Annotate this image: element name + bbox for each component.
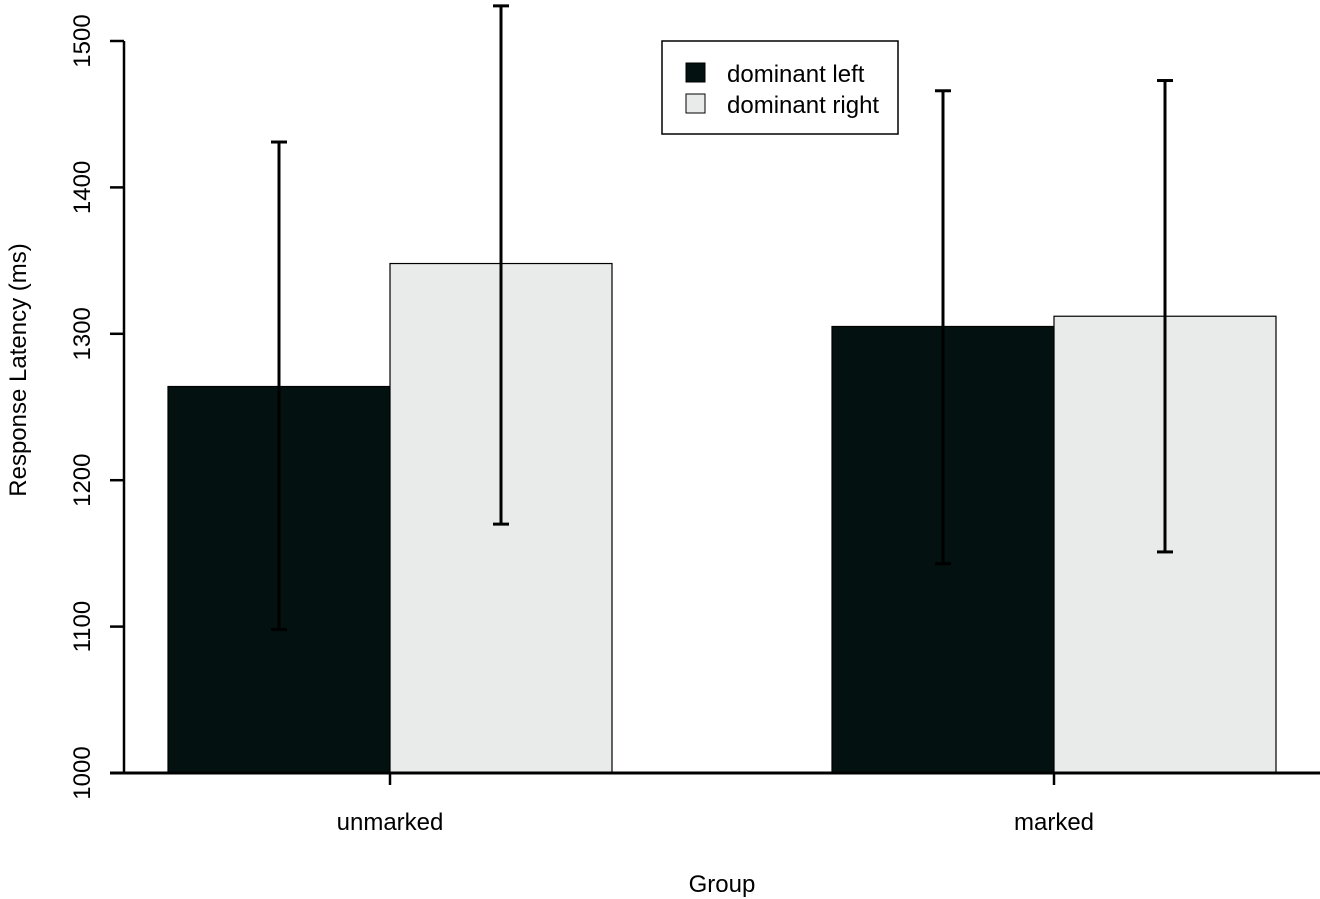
y-tick-label-1300: 1300	[69, 307, 96, 360]
y-tick-label-1000: 1000	[69, 746, 96, 799]
error-bar-unmarked-dominant-right	[493, 4, 509, 526]
legend-swatch-dominant-right	[685, 93, 706, 114]
bars-layer	[167, 262, 1277, 774]
x-tick-label-unmarked: unmarked	[337, 809, 444, 836]
y-tick-label-1100: 1100	[69, 601, 96, 653]
y-axis-title: Response Latency (ms)	[5, 243, 32, 496]
legend-label-dominant-right: dominant right	[727, 92, 879, 119]
axes-layer: 1000 1100 1200 1300 1400 1500 unmarked marked	[69, 14, 1320, 836]
error-bars-layer	[271, 4, 1173, 632]
legend-swatch-dominant-left	[685, 62, 706, 83]
legend: dominant left dominant right	[661, 40, 899, 135]
y-tick-label-1200: 1200	[69, 454, 96, 507]
legend-label-dominant-left: dominant left	[727, 61, 865, 88]
error-bar-marked-dominant-right	[1157, 79, 1173, 554]
y-tick-label-1400: 1400	[69, 161, 96, 214]
error-bar-unmarked-dominant-left	[271, 140, 287, 632]
x-tick-label-marked: marked	[1014, 809, 1094, 836]
error-bar-marked-dominant-left	[935, 89, 951, 566]
x-axis-title: Group	[689, 871, 756, 898]
y-tick-label-1500: 1500	[69, 14, 96, 67]
legend-box	[661, 40, 899, 135]
